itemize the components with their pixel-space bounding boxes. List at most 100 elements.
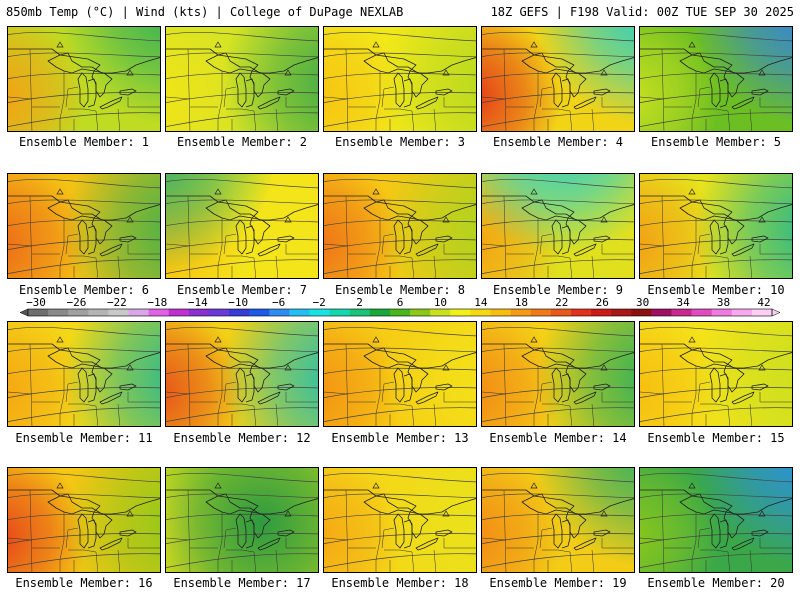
temperature-map	[324, 27, 476, 131]
colorbar-swatch	[88, 309, 109, 316]
ensemble-member-20-map	[639, 467, 793, 573]
ensemble-member-label: Ensemble Member: 14	[489, 431, 627, 445]
colorbar-swatch	[188, 309, 210, 316]
colorbar-swatch	[108, 309, 129, 316]
colorbar-swatch	[410, 309, 431, 316]
ensemble-member-19-map	[481, 467, 635, 573]
ensemble-member-16-map	[7, 467, 161, 573]
colorbar-tick-label: 34	[676, 296, 690, 309]
ensemble-member-label: Ensemble Member: 11	[15, 431, 153, 445]
colorbar-swatch	[28, 309, 49, 316]
ensemble-member-5-map	[639, 26, 793, 132]
colorbar-tick-label: −26	[67, 296, 87, 309]
temperature-map	[8, 322, 160, 426]
colorbar-swatch	[168, 309, 190, 316]
colorbar-swatch	[208, 309, 230, 316]
temperature-map	[640, 468, 792, 572]
colorbar-swatch	[289, 309, 310, 316]
ensemble-member-label: Ensemble Member: 8	[334, 283, 466, 297]
ensemble-member-label: Ensemble Member: 7	[176, 283, 308, 297]
colorbar-tick-label: 18	[515, 296, 528, 309]
colorbar-tick-label: 10	[434, 296, 447, 309]
colorbar-tick-label: −10	[228, 296, 248, 309]
colorbar-tick-label: 2	[356, 296, 363, 309]
colorbar-tick-label: 38	[717, 296, 730, 309]
colorbar-swatch	[128, 309, 150, 316]
colorbar-tick-label: 30	[636, 296, 649, 309]
ensemble-member-label: Ensemble Member: 9	[492, 283, 624, 297]
temperature-map	[166, 322, 318, 426]
colorbar-swatch	[611, 309, 632, 316]
colorbar-swatch	[691, 309, 713, 316]
temperature-map	[8, 174, 160, 278]
ensemble-member-label: Ensemble Member: 19	[489, 576, 627, 590]
colorbar-tick-label: 22	[555, 296, 568, 309]
colorbar-swatch	[349, 309, 371, 316]
ensemble-member-label: Ensemble Member: 18	[331, 576, 469, 590]
ensemble-member-label: Ensemble Member: 13	[331, 431, 469, 445]
colorbar-left-arrow	[19, 308, 29, 317]
colorbar-swatch	[470, 309, 491, 316]
colorbar-tick-label: 26	[596, 296, 609, 309]
ensemble-member-label: Ensemble Member: 6	[18, 283, 150, 297]
temperature-map	[8, 27, 160, 131]
temperature-map	[166, 174, 318, 278]
valid-time-label: 18Z GEFS | F198 Valid: 00Z TUE SEP 30 20…	[490, 5, 794, 19]
colorbar-swatch	[631, 309, 652, 316]
ensemble-member-label: Ensemble Member: 12	[173, 431, 311, 445]
colorbar-tick-label: 14	[474, 296, 488, 309]
ensemble-member-label: Ensemble Member: 5	[650, 135, 782, 149]
ensemble-member-13-map	[323, 321, 477, 427]
colorbar-swatch	[48, 309, 69, 316]
temperature-map	[640, 174, 792, 278]
colorbar-swatch	[711, 309, 733, 316]
colorbar-swatch	[369, 309, 391, 316]
ensemble-member-10-map	[639, 173, 793, 279]
colorbar-tick-label: −14	[188, 296, 208, 309]
colorbar-swatch	[269, 309, 290, 316]
temperature-map	[324, 322, 476, 426]
temperature-map	[166, 468, 318, 572]
colorbar-swatch	[329, 309, 351, 316]
temperature-map	[8, 468, 160, 572]
colorbar-swatch	[530, 309, 552, 316]
temperature-map	[640, 322, 792, 426]
ensemble-member-label: Ensemble Member: 4	[492, 135, 624, 149]
ensemble-member-4-map	[481, 26, 635, 132]
ensemble-member-3-map	[323, 26, 477, 132]
colorbar-swatch	[389, 309, 411, 316]
chart-title: 850mb Temp (°C) | Wind (kts) | College o…	[6, 5, 404, 19]
colorbar-swatch	[651, 309, 672, 316]
temperature-map	[166, 27, 318, 131]
colorbar-right-arrow	[771, 308, 781, 317]
ensemble-member-label: Ensemble Member: 2	[176, 135, 308, 149]
colorbar-swatch	[731, 309, 753, 316]
colorbar-tick-label: −30	[26, 296, 46, 309]
temperature-map	[482, 27, 634, 131]
colorbar-swatch	[450, 309, 471, 316]
colorbar-tick-label: −2	[312, 296, 325, 309]
ensemble-member-9-map	[481, 173, 635, 279]
colorbar-swatch	[490, 309, 511, 316]
colorbar-tick-label: 42	[757, 296, 770, 309]
temperature-colorbar: −30 −26 −22 −18 −14 −10 −6 −2 2 6 10 14 18 22 26 30 34 38…	[19, 296, 781, 317]
temperature-map	[640, 27, 792, 131]
colorbar-swatch	[430, 309, 451, 316]
ensemble-member-1-map	[7, 26, 161, 132]
ensemble-member-12-map	[165, 321, 319, 427]
colorbar-tick-label: −6	[272, 296, 285, 309]
ensemble-member-7-map	[165, 173, 319, 279]
ensemble-member-14-map	[481, 321, 635, 427]
ensemble-member-label: Ensemble Member: 10	[647, 283, 785, 297]
colorbar-swatch	[510, 309, 532, 316]
colorbar-swatch	[148, 309, 170, 316]
temperature-map	[324, 468, 476, 572]
ensemble-member-11-map	[7, 321, 161, 427]
ensemble-member-18-map	[323, 467, 477, 573]
colorbar-swatch	[570, 309, 592, 316]
colorbar-swatch	[671, 309, 692, 316]
ensemble-member-2-map	[165, 26, 319, 132]
temperature-map	[324, 174, 476, 278]
colorbar-swatch	[591, 309, 612, 316]
ensemble-member-label: Ensemble Member: 17	[173, 576, 311, 590]
